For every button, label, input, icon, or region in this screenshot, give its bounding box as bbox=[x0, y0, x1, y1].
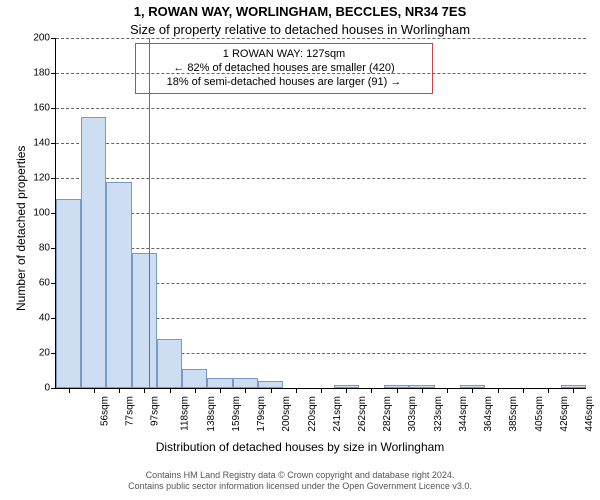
gridline bbox=[56, 143, 586, 144]
x-tick-label: 77sqm bbox=[124, 390, 135, 426]
x-tick-label: 385sqm bbox=[509, 390, 520, 432]
x-tick-label: 405sqm bbox=[534, 390, 545, 432]
footer-attribution: Contains HM Land Registry data © Crown c… bbox=[0, 470, 600, 492]
histogram-bar bbox=[182, 369, 207, 388]
x-tick-label: 426sqm bbox=[559, 390, 570, 432]
y-tick-label: 60 bbox=[39, 278, 56, 289]
histogram-bar bbox=[56, 199, 81, 388]
x-axis-label: Distribution of detached houses by size … bbox=[0, 440, 600, 454]
histogram-bar bbox=[157, 339, 182, 388]
chart-title-subtitle: Size of property relative to detached ho… bbox=[0, 22, 600, 37]
x-tick-label: 262sqm bbox=[357, 390, 368, 432]
histogram-bar bbox=[81, 117, 106, 388]
y-tick-label: 120 bbox=[33, 173, 56, 184]
gridline bbox=[56, 248, 586, 249]
x-tick-label: 97sqm bbox=[150, 390, 161, 426]
y-tick-label: 20 bbox=[39, 348, 56, 359]
histogram-bar bbox=[233, 378, 258, 389]
footer-line1: Contains HM Land Registry data © Crown c… bbox=[0, 470, 600, 481]
x-tick-label: 446sqm bbox=[584, 390, 595, 432]
x-tick-label: 364sqm bbox=[483, 390, 494, 432]
gridline bbox=[56, 38, 586, 39]
x-tick-label: 118sqm bbox=[180, 390, 191, 431]
gridline bbox=[56, 108, 586, 109]
y-tick-label: 160 bbox=[33, 103, 56, 114]
x-tick-label: 303sqm bbox=[408, 390, 419, 432]
chart-title-address: 1, ROWAN WAY, WORLINGHAM, BECCLES, NR34 … bbox=[0, 4, 600, 19]
x-tick-label: 241sqm bbox=[332, 390, 343, 432]
gridline bbox=[56, 178, 586, 179]
x-tick-label: 200sqm bbox=[281, 390, 292, 432]
property-size-chart: 1, ROWAN WAY, WORLINGHAM, BECCLES, NR34 … bbox=[0, 0, 600, 500]
x-tick-label: 56sqm bbox=[99, 390, 110, 426]
x-tick-label: 344sqm bbox=[458, 390, 469, 432]
x-tick-label: 138sqm bbox=[206, 390, 217, 432]
y-tick-label: 0 bbox=[44, 383, 56, 394]
histogram-bar bbox=[132, 253, 157, 388]
histogram-bar bbox=[106, 182, 131, 389]
y-tick-label: 180 bbox=[33, 68, 56, 79]
x-tick-label: 179sqm bbox=[256, 390, 267, 432]
y-tick-label: 40 bbox=[39, 313, 56, 324]
plot-area: 02040608010012014016018020056sqm77sqm97s… bbox=[55, 38, 586, 389]
x-tick-label: 159sqm bbox=[231, 390, 242, 432]
gridline bbox=[56, 213, 586, 214]
y-tick-label: 140 bbox=[33, 138, 56, 149]
histogram-bar bbox=[258, 381, 283, 388]
gridline bbox=[56, 73, 586, 74]
y-tick-label: 200 bbox=[33, 33, 56, 44]
x-tick-label: 323sqm bbox=[433, 390, 444, 432]
x-tick-label: 282sqm bbox=[382, 390, 393, 432]
x-tick-label: 220sqm bbox=[307, 390, 318, 432]
y-axis-label: Number of detached properties bbox=[14, 146, 28, 311]
y-tick-label: 80 bbox=[39, 243, 56, 254]
y-tick-label: 100 bbox=[33, 208, 56, 219]
reference-line bbox=[149, 38, 150, 388]
footer-line2: Contains public sector information licen… bbox=[0, 481, 600, 492]
histogram-bar bbox=[207, 378, 232, 389]
